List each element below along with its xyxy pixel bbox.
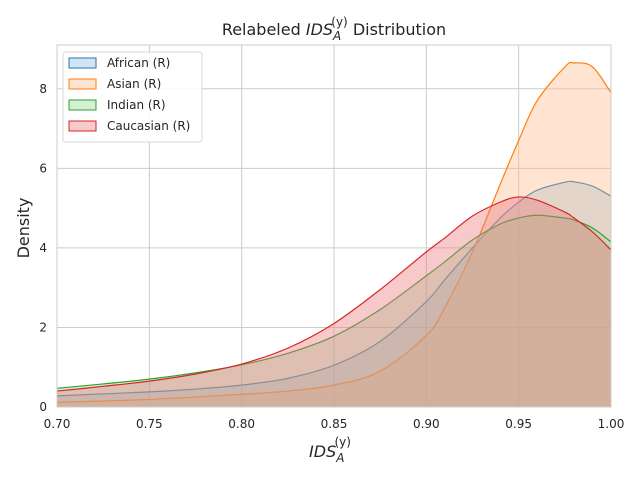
y-tick-label: 6 <box>39 161 47 175</box>
legend-swatch-indian-r <box>68 99 97 111</box>
y-axis-title: Density <box>14 198 33 259</box>
asian-r-area <box>57 62 611 407</box>
x-tick-label: 0.90 <box>413 417 440 431</box>
indian-r-area <box>57 215 611 407</box>
y-tick-label: 0 <box>39 400 47 414</box>
legend-swatch-asian-r <box>68 78 97 90</box>
caucasian-r-line <box>56 196 612 392</box>
x-tick-label: 0.95 <box>505 417 532 431</box>
legend-label-caucasian-r: Caucasian (R) <box>107 119 190 133</box>
plot-frame <box>56 44 612 408</box>
legend-box <box>62 51 203 143</box>
asian-r-line <box>56 61 612 403</box>
y-tick-label: 8 <box>39 82 47 96</box>
african-r-area <box>57 181 611 407</box>
x-tick-labels: 0.70 0.75 0.80 0.85 0.90 0.95 1.00 <box>44 417 625 431</box>
y-tick-label: 4 <box>39 241 47 255</box>
legend-swatch-caucasian-r <box>68 120 97 132</box>
density-areas <box>56 61 612 407</box>
chart-title: Relabeled IDSA(y) Distribution <box>222 15 446 43</box>
x-tick-label: 0.75 <box>136 417 163 431</box>
legend-label-african-r: African (R) <box>107 56 170 70</box>
legend-swatch-african-r <box>68 57 97 69</box>
x-tick-label: 0.80 <box>228 417 255 431</box>
x-tick-label: 1.00 <box>598 417 625 431</box>
y-tick-label: 2 <box>39 320 47 334</box>
african-r-line <box>56 180 612 397</box>
x-axis-title: IDSA(y) <box>309 435 351 465</box>
y-tick-labels: 0 2 4 6 8 <box>39 82 47 414</box>
x-tick-label: 0.85 <box>321 417 348 431</box>
caucasian-r-area <box>57 196 611 407</box>
x-tick-label: 0.70 <box>44 417 71 431</box>
indian-r-line <box>56 214 612 389</box>
legend: African (R) Asian (R) Indian (R) Caucasian … <box>62 51 203 143</box>
legend-label-indian-r: Indian (R) <box>107 98 166 112</box>
legend-label-asian-r: Asian (R) <box>107 77 161 91</box>
